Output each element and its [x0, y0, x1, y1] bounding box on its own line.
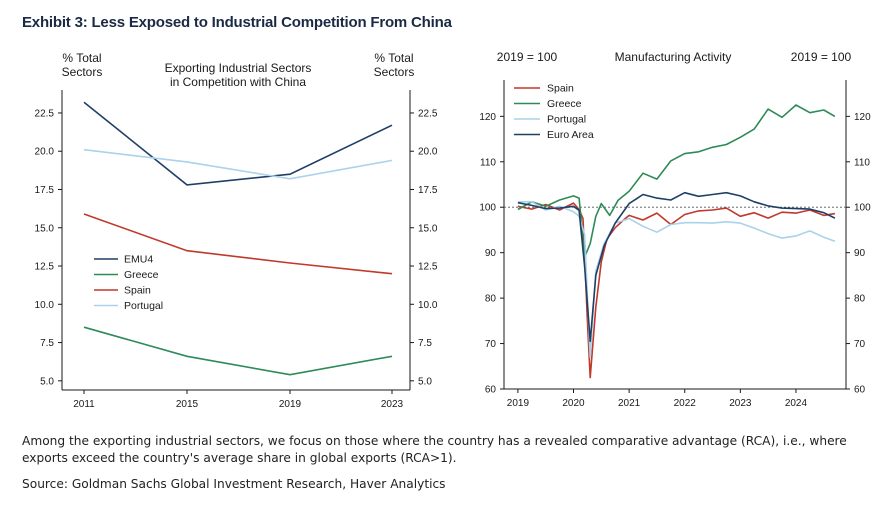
left-chart-title: in Competition with China — [170, 75, 306, 89]
y-tick-label-right: 120 — [854, 112, 871, 123]
y-tick-label-right: 90 — [854, 248, 866, 259]
legend-label: Greece — [547, 98, 582, 110]
y-tick-label-right: 7.5 — [418, 338, 432, 349]
series-line-greece — [83, 326, 393, 376]
source-text: Source: Goldman Sachs Global Investment … — [22, 477, 446, 491]
y-tick-label-right: 17.5 — [418, 185, 438, 196]
right-axis-label: % Total — [374, 51, 413, 65]
y-tick-label-right: 100 — [854, 203, 871, 214]
right-axis-label: 2019 = 100 — [791, 50, 852, 64]
y-tick-label-right: 15.0 — [418, 223, 438, 234]
legend-label: Spain — [124, 285, 151, 297]
x-tick-label: 2023 — [729, 398, 752, 409]
series-line-portugal — [83, 148, 393, 180]
left-chart-title: Exporting Industrial Sectors — [165, 61, 312, 75]
y-tick-label-right: 5.0 — [418, 376, 432, 387]
x-tick-label: 2024 — [785, 398, 808, 409]
charts-canvas: 5.0 5.0 7.5 7.5 10.0 10.0 12.5 12.5 15.0 15.0 17.5… — [35, 50, 872, 410]
series-line-spain — [83, 213, 393, 275]
legend-label: EMU4 — [124, 254, 153, 266]
x-tick-label: 2011 — [73, 399, 95, 410]
y-tick-label-right: 12.5 — [418, 262, 438, 273]
x-tick-label: 2022 — [674, 398, 697, 409]
y-tick-label-right: 110 — [854, 157, 870, 168]
y-tick-label-left: 70 — [485, 339, 497, 350]
x-tick-label: 2021 — [618, 398, 641, 409]
legend-label: Euro Area — [547, 129, 594, 141]
y-tick-label-left: 120 — [479, 112, 496, 123]
right-axis-label: Sectors — [374, 65, 415, 79]
y-tick-label-left: 10.0 — [35, 300, 55, 311]
y-tick-label-right: 70 — [854, 339, 866, 350]
legend-label: Greece — [124, 269, 159, 281]
x-tick-label: 2015 — [176, 399, 199, 410]
x-tick-label: 2023 — [381, 399, 404, 410]
y-tick-label-right: 20.0 — [418, 147, 438, 158]
y-tick-label-right: 60 — [854, 385, 866, 396]
left-axis-label: % Total — [62, 51, 101, 65]
y-tick-label-left: 5.0 — [40, 376, 54, 387]
legend-label: Portugal — [547, 114, 586, 126]
y-tick-label-left: 12.5 — [35, 262, 55, 273]
right-chart-manufacturing: 60 60 70 70 80 80 90 90 100 100 110 110 120 120 2019 20… — [479, 50, 871, 409]
y-tick-label-left: 22.5 — [35, 108, 55, 119]
series-line-greece — [517, 104, 836, 259]
y-tick-label-left: 80 — [485, 294, 497, 305]
right-legend: Spain Greece Portugal Euro Area — [514, 83, 594, 141]
series-line-spain — [517, 202, 836, 379]
y-tick-label-left: 7.5 — [40, 338, 54, 349]
left-axis-label: 2019 = 100 — [497, 50, 558, 64]
y-tick-label-left: 90 — [485, 248, 497, 259]
left-legend: EMU4 Greece Spain Portugal — [94, 254, 163, 312]
left-chart-sectors: 5.0 5.0 7.5 7.5 10.0 10.0 12.5 12.5 15.0 15.0 17.5… — [35, 51, 438, 410]
y-tick-label-right: 80 — [854, 294, 866, 305]
series-line-euro-area — [517, 191, 836, 343]
y-tick-label-left: 20.0 — [35, 147, 55, 158]
y-tick-label-right: 22.5 — [418, 108, 438, 119]
x-tick-label: 2020 — [562, 398, 585, 409]
footnote-rca: Among the exporting industrial sectors, … — [22, 434, 847, 465]
y-tick-label-left: 100 — [479, 203, 496, 214]
legend-label: Spain — [547, 83, 574, 95]
left-axis-label: Sectors — [62, 65, 103, 79]
series-line-portugal — [517, 201, 836, 359]
series-line-emu4 — [83, 101, 393, 186]
x-tick-label: 2019 — [507, 398, 530, 409]
y-tick-label-left: 15.0 — [35, 223, 55, 234]
y-tick-label-left: 17.5 — [35, 185, 55, 196]
legend-label: Portugal — [124, 300, 163, 312]
y-tick-label-left: 110 — [480, 157, 496, 168]
y-tick-label-left: 60 — [485, 385, 497, 396]
right-chart-title: Manufacturing Activity — [615, 50, 732, 64]
y-tick-label-right: 10.0 — [418, 300, 438, 311]
x-tick-label: 2019 — [279, 399, 302, 410]
exhibit-title: Exhibit 3: Less Exposed to Industrial Co… — [22, 14, 452, 31]
